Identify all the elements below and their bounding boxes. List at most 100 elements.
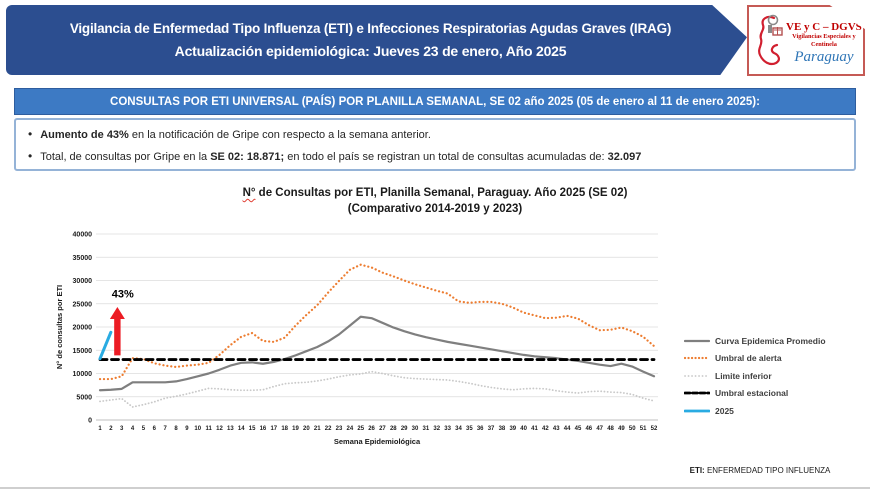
x-tick-label: 36 (477, 426, 484, 432)
x-tick-label: 26 (368, 426, 375, 432)
legend-label: Umbral estacional (715, 388, 789, 399)
legend-label: Curva Epidemica Promedio (715, 335, 826, 346)
chart-legend: Curva Epidemica Promedio Umbral de alerta… (684, 332, 866, 420)
x-tick-label: 11 (205, 426, 212, 432)
increase-arrow (109, 307, 125, 356)
increase-percent-label: 43% (112, 289, 134, 301)
series-line-curva-epidemica-promedio (98, 315, 656, 392)
x-tick-label: 20 (303, 426, 310, 432)
series-line-umbral-de-alerta (98, 263, 656, 381)
x-tick-label: 8 (174, 426, 178, 432)
series-line-limite-inferior (99, 370, 655, 408)
bottom-divider (0, 487, 870, 489)
logo-subtitle-line2: Centinela (810, 40, 837, 48)
x-tick-label: 47 (596, 426, 603, 432)
eti-weekly-line-chart: 0 5000 10000 15000 20000 25000 30000 35000 40000… (55, 232, 658, 446)
x-tick-label: 13 (227, 426, 234, 432)
x-tick-label: 52 (651, 426, 658, 432)
header-title-line2: Actualización epidemiológica: Jueves 23 … (174, 43, 567, 59)
y-tick-label: 10000 (73, 371, 93, 378)
x-tick-label: 41 (531, 426, 538, 432)
section-header-bar: CONSULTAS POR ETI UNIVERSAL (PAÍS) POR P… (14, 88, 856, 115)
x-tick-label: 3 (120, 426, 124, 432)
chart-title-line1: N° de Consultas por ETI, Planilla Semana… (0, 186, 870, 202)
x-tick-label: 15 (249, 426, 256, 432)
x-tick-label: 37 (488, 426, 495, 432)
eti-footnote-text: ENFERMEDAD TIPO INFLUENZA (704, 466, 831, 475)
header-title-line1: Vigilancia de Enfermedad Tipo Influenza … (69, 21, 672, 36)
bullet-item: Total, de consultas por Gripe en la SE 0… (24, 149, 844, 163)
bullet-item: Aumento de 43% en la notificación de Gri… (24, 127, 844, 141)
y-tick-label: 35000 (73, 255, 93, 262)
legend-item-umbral-de-alerta: Umbral de alerta (684, 350, 866, 368)
x-tick-label: 7 (164, 426, 168, 432)
x-tick-label: 49 (618, 426, 625, 432)
x-tick-label: 46 (585, 426, 592, 432)
y-tick-label: 0 (88, 418, 92, 425)
x-tick-label: 16 (260, 426, 267, 432)
x-tick-label: 25 (357, 426, 364, 432)
chart-title-prefix: N° (242, 187, 256, 199)
x-tick-label: 30 (412, 426, 419, 432)
x-tick-label: 17 (270, 426, 277, 432)
y-tick-label: 5000 (76, 394, 92, 401)
x-tick-label: 2 (109, 426, 113, 432)
x-tick-label: 22 (325, 426, 332, 432)
x-tick-label: 45 (575, 426, 582, 432)
legend-line-sample (684, 409, 710, 413)
x-tick-label: 1 (98, 426, 102, 432)
legend-line-sample (684, 357, 710, 360)
x-tick-label: 33 (444, 426, 451, 432)
y-axis-label: N° de consultas por ETI (55, 285, 64, 369)
x-tick-label: 50 (629, 426, 636, 432)
x-tick-label: 43 (553, 426, 560, 432)
section-header-text: CONSULTAS POR ETI UNIVERSAL (PAÍS) POR P… (110, 95, 760, 108)
x-tick-label: 21 (314, 426, 321, 432)
legend-item-2025: 2025 (684, 402, 866, 420)
bullet-list: Aumento de 43% en la notificación de Gri… (24, 127, 844, 163)
logo-country-script: Paraguay (794, 48, 854, 65)
x-tick-label: 18 (281, 426, 288, 432)
x-axis-label: Semana Epidemiológica (334, 437, 421, 446)
legend-label: 2025 (715, 405, 734, 416)
x-tick-label: 35 (466, 426, 473, 432)
paraguay-map-icon (758, 14, 783, 65)
x-tick-label: 14 (238, 426, 245, 432)
x-tick-label: 29 (401, 426, 408, 432)
x-tick-label: 44 (564, 426, 571, 432)
x-tick-label: 42 (542, 426, 549, 432)
x-tick-label: 48 (607, 426, 614, 432)
legend-item-limite-inferior: Limite inferior (684, 367, 866, 385)
x-tick-label: 28 (390, 426, 397, 432)
legend-line-sample (684, 391, 710, 395)
legend-line-sample (684, 374, 710, 377)
x-tick-label: 23 (336, 426, 343, 432)
key-findings-box: Aumento de 43% en la notificación de Gri… (14, 118, 856, 171)
eti-footnote-label: ETI: (689, 466, 705, 475)
legend-line-sample (684, 339, 710, 342)
chart-title-line2: (Comparativo 2014-2019 y 2023) (347, 202, 523, 215)
legend-item-umbral-estacional: Umbral estacional (684, 385, 866, 403)
x-tick-label: 38 (499, 426, 506, 432)
x-tick-label: 34 (455, 426, 462, 432)
x-tick-label: 51 (640, 426, 647, 432)
x-tick-label: 10 (194, 426, 201, 432)
legend-label: Limite inferior (715, 370, 772, 381)
x-tick-label: 5 (142, 426, 146, 432)
x-tick-label: 31 (423, 426, 430, 432)
logo-subtitle-line1: Vigilancias Especiales y (792, 33, 856, 41)
header-banner: Vigilancia de Enfermedad Tipo Influenza … (6, 5, 747, 75)
x-tick-label: 32 (433, 426, 440, 432)
y-tick-label: 15000 (73, 348, 93, 355)
x-tick-label: 39 (509, 426, 516, 432)
chart-title-rest: de Consultas por ETI, Planilla Semanal, … (255, 187, 628, 199)
logo-text: VE y C – DGVS Vigilancias Especiales y C… (786, 21, 862, 66)
series-line-2025 (98, 330, 113, 361)
x-tick-label: 19 (292, 426, 299, 432)
y-tick-label: 25000 (73, 301, 93, 308)
eti-footnote: ETI: ENFERMEDAD TIPO INFLUENZA (660, 466, 860, 475)
x-tick-label: 6 (153, 426, 157, 432)
institution-logo: VE y C – DGVS Vigilancias Especiales y C… (747, 5, 865, 76)
y-tick-label: 40000 (73, 232, 93, 239)
